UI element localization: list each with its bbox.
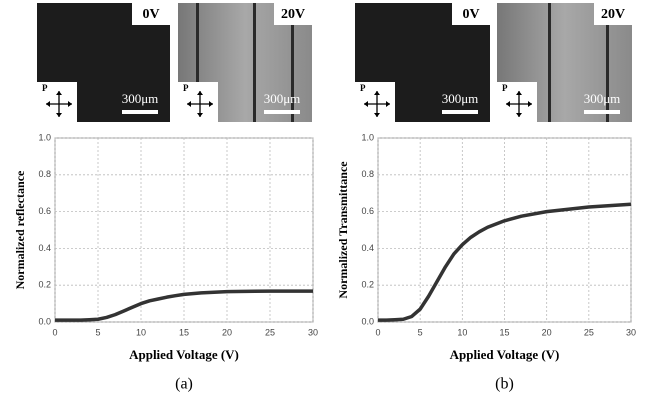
stripe [196,3,199,122]
polarizer-box [497,82,537,122]
x-tick-label: 10 [457,327,467,337]
label-box [452,3,490,25]
polarizer-box [37,82,77,122]
x-axis-label: Applied Voltage (V) [129,347,239,362]
scale-label: 300μm [584,91,621,106]
y-axis-label: Normalized Transmittance [336,161,350,299]
scale-label: 300μm [122,91,159,106]
voltage-label: 20V [601,7,625,22]
y-axis-label: Normalized reflectance [13,170,27,289]
voltage-label: 0V [142,7,159,22]
x-tick-label: 0 [375,327,380,337]
scale-bar [264,110,300,114]
x-tick-label: 20 [542,327,552,337]
voltage-label: 20V [281,7,305,22]
x-tick-label: 25 [265,327,275,337]
polarizer-label: P [42,83,48,93]
x-tick-label: 20 [222,327,232,337]
y-tick-label: 0.6 [38,206,51,216]
y-tick-label: 1.0 [361,132,374,142]
polarizer-label: P [360,83,366,93]
polarizer-box [355,82,395,122]
stripe [253,3,256,122]
stripe [606,3,609,122]
data-line [55,289,313,322]
x-tick-label: 5 [95,327,100,337]
x-tick-label: 30 [626,327,636,337]
label-box [274,3,312,25]
scale-label: 300μm [264,91,301,106]
x-axis-label: Applied Voltage (V) [450,347,560,362]
polarizer-box [178,82,218,122]
y-tick-label: 0.8 [38,169,51,179]
x-tick-label: 15 [179,327,189,337]
x-tick-label: 30 [308,327,318,337]
panel-label: (b) [495,376,514,393]
data-line [378,202,632,322]
scale-bar [442,110,478,114]
stripe [291,3,294,122]
x-tick-label: 10 [136,327,146,337]
label-box [132,3,170,25]
x-tick-label: 25 [584,327,594,337]
panel-label: (a) [175,376,193,393]
y-tick-label: 0.0 [361,316,374,326]
voltage-label: 0V [462,7,479,22]
y-tick-label: 0.4 [38,243,51,253]
y-tick-label: 0.0 [38,316,51,326]
scale-label: 300μm [442,91,479,106]
y-tick-label: 0.2 [38,280,51,290]
y-tick-label: 0.8 [361,169,374,179]
y-tick-label: 0.6 [361,206,374,216]
x-tick-label: 15 [499,327,509,337]
scale-bar [122,110,158,114]
y-tick-label: 0.4 [361,243,374,253]
x-tick-label: 5 [418,327,423,337]
y-tick-label: 1.0 [38,132,51,142]
scale-bar [584,110,620,114]
polarizer-label: P [183,83,189,93]
y-tick-label: 0.2 [361,280,374,290]
polarizer-label: P [502,83,508,93]
label-box [594,3,632,25]
x-tick-label: 0 [52,327,57,337]
stripe [548,3,551,122]
